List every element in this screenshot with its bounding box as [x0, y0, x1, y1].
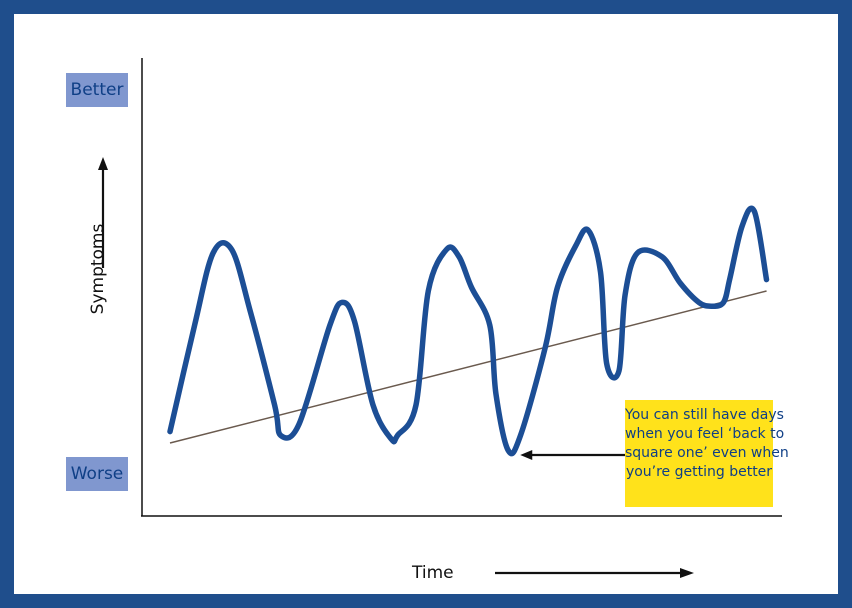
annotation-line: You can still have days: [625, 407, 784, 423]
annotation-line: you’re getting better: [625, 464, 773, 480]
annotation-callout: You can still have days when you feel ‘b…: [625, 400, 789, 507]
annotation-line: when you feel ‘back to: [625, 426, 785, 442]
axes: [141, 58, 782, 517]
y-direction-arrow-head: [98, 157, 108, 170]
callout-arrow-head: [520, 450, 533, 460]
annotation-line: square one’ even when: [625, 445, 789, 461]
callout-arrow: [520, 450, 625, 460]
y-top-label: Better: [66, 73, 128, 107]
symptoms-line: [167, 205, 770, 457]
direction-arrows: [98, 157, 694, 578]
x-direction-arrow-head: [680, 568, 694, 578]
x-axis-label: Time: [412, 563, 454, 583]
y-bottom-label: Worse: [66, 457, 128, 491]
trend-line: [169, 290, 767, 444]
y-axis-label: Symptoms: [88, 223, 108, 315]
